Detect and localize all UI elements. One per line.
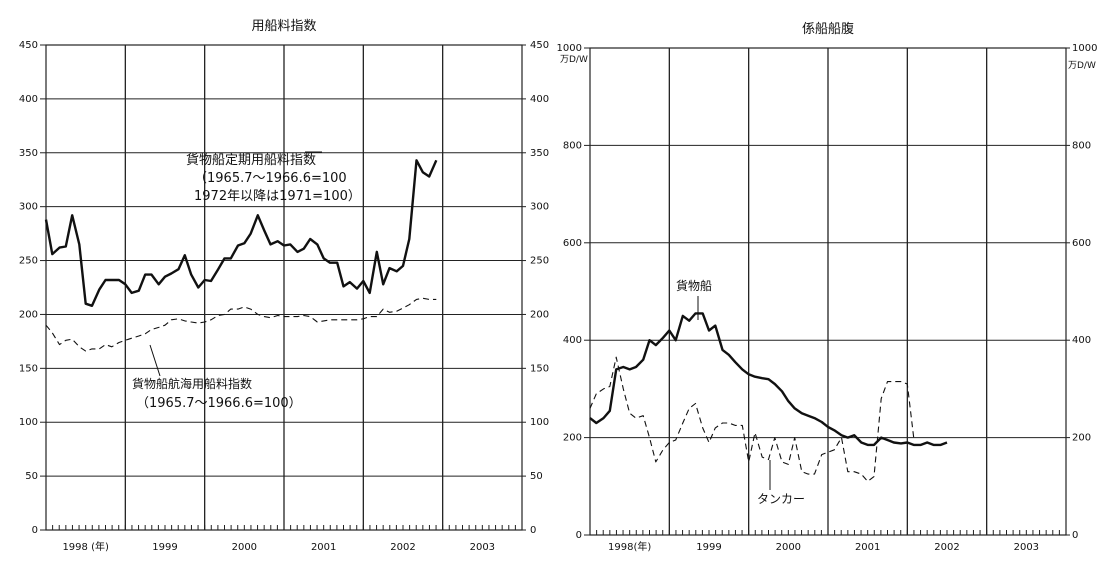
tick-label-y-right: 50 [530, 471, 543, 482]
tick-label-x: 1998 (年) [62, 540, 109, 553]
tick-label-y-left: 50 [25, 471, 38, 482]
tick-label-y-left: 250 [19, 256, 38, 267]
tick-label-y-left: 150 [19, 363, 38, 374]
tick-label-y-right: 400 [1072, 335, 1091, 346]
tick-label-x: 2002 [390, 542, 415, 553]
tick-label-x: 2001 [855, 542, 880, 553]
tick-label-y-right: 350 [530, 148, 549, 159]
tick-label-y-right: 250 [530, 256, 549, 267]
plot-frame [45, 44, 523, 531]
tick-label-y-left: 450 [19, 40, 38, 51]
tick-label-y-right: 0 [530, 525, 536, 536]
series-line [589, 312, 948, 447]
tick-label-y-left: 0 [32, 525, 38, 536]
series-line [44, 159, 438, 307]
chart-left: 用船料指数 0 0 50 50 100 100 150 150 200 200 250 250 300 30… [19, 19, 549, 553]
tick-label-y-right: 400 [530, 94, 549, 105]
tick-label-y-right: 150 [530, 363, 549, 374]
tick-label-y-right: 1000 [1072, 43, 1097, 54]
annotation-text: タンカー [757, 492, 805, 506]
unit-label-right: 万D/W [1068, 61, 1096, 71]
chart-title: 係船船腹 [802, 21, 854, 37]
tick-label-y-right: 200 [530, 309, 549, 320]
annotation-text: 貨物船定期用船料指数 [186, 152, 316, 168]
tick-label-y-right: 0 [1072, 530, 1078, 541]
tick-label-y-right: 100 [530, 417, 549, 428]
annotation-text: 1972年以降は1971=100） [194, 189, 361, 204]
tick-label-y-left: 400 [19, 94, 38, 105]
tick-label-x: 2003 [470, 542, 495, 553]
tick-label-y-right: 200 [1072, 433, 1091, 444]
plot-frame [589, 47, 1067, 536]
tick-label-y-left: 400 [563, 335, 582, 346]
tick-label-y-left: 200 [19, 309, 38, 320]
tick-label-y-right: 300 [530, 202, 549, 213]
tick-label-x: 1998(年) [608, 540, 651, 553]
series-line [45, 297, 437, 352]
annotation-text: 貨物船 [676, 278, 712, 293]
tick-label-y-left: 350 [19, 148, 38, 159]
tick-label-y-left: 300 [19, 202, 38, 213]
tick-label-y-left: 200 [563, 433, 582, 444]
tick-label-x: 2003 [1014, 542, 1039, 553]
annotation-text: 貨物船航海用船料指数 [132, 376, 252, 391]
annotation-text: （1965.7～1966.6=100） [136, 396, 302, 411]
series-line [589, 356, 915, 482]
annotation-text: （1965.7～1966.6=100 [194, 171, 347, 186]
tick-label-x: 2000 [232, 542, 257, 553]
tick-label-x: 1999 [696, 542, 721, 553]
unit-label-left: 万D/W [560, 55, 588, 65]
tick-label-y-left: 100 [19, 417, 38, 428]
tick-label-y-right: 450 [530, 40, 549, 51]
tick-label-y-left: 1000 [557, 43, 582, 54]
tick-label-y-left: 600 [563, 238, 582, 249]
tick-label-x: 2000 [776, 542, 801, 553]
annotation-leader [149, 344, 161, 377]
tick-label-y-left: 0 [576, 530, 582, 541]
tick-label-x: 2001 [311, 542, 336, 553]
tick-label-y-left: 800 [563, 140, 582, 151]
tick-label-y-right: 600 [1072, 238, 1091, 249]
chart-title: 用船料指数 [251, 19, 316, 34]
tick-label-x: 2002 [934, 542, 959, 553]
tick-label-x: 1999 [152, 542, 177, 553]
tick-label-y-right: 800 [1072, 140, 1091, 151]
